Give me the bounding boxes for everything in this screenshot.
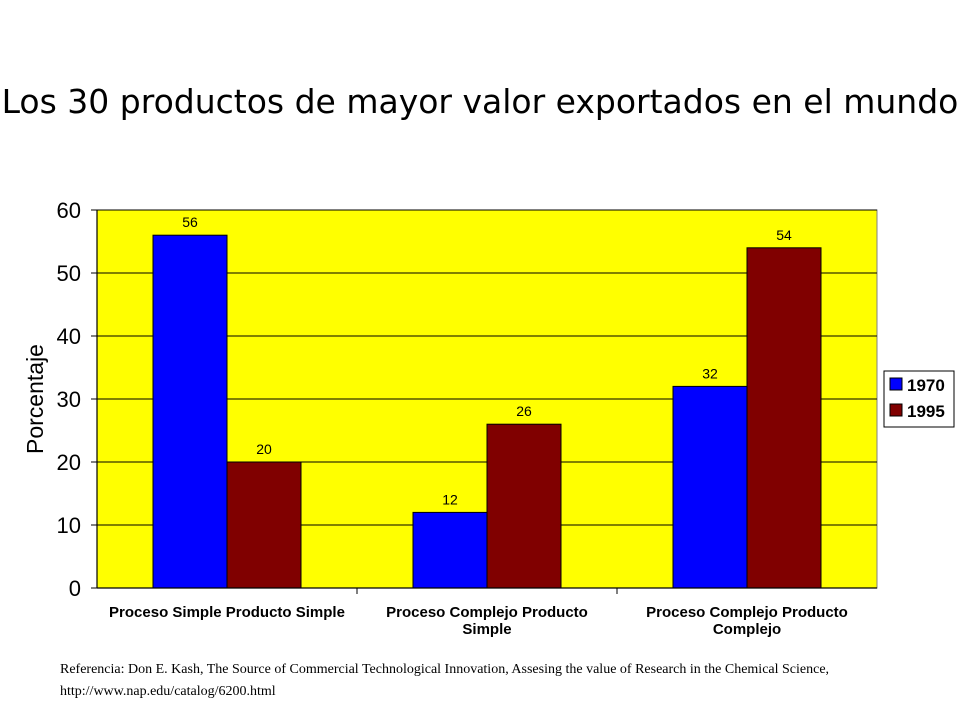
- x-tick-label: Proceso Simple Producto Simple: [109, 604, 345, 621]
- y-tick-label: 50: [57, 261, 81, 286]
- bar-1995-1: [226, 461, 302, 589]
- legend: 1970 1995: [883, 370, 955, 428]
- data-label: 26: [516, 403, 532, 419]
- bar-1970-1: [152, 234, 228, 589]
- y-tick-label: 20: [57, 450, 81, 475]
- data-labels: 56 20 12 26 32 54: [182, 214, 792, 507]
- data-label: 12: [442, 491, 458, 507]
- chart-title: Los 30 productos de mayor valor exportad…: [1, 82, 959, 121]
- legend-label: 1995: [907, 402, 945, 421]
- x-tick-label: Proceso Complejo Producto: [646, 604, 848, 621]
- axes: [96, 210, 877, 594]
- bar-1970-2: [412, 511, 488, 589]
- bars: [152, 234, 822, 589]
- x-tick-label: Simple: [462, 621, 511, 638]
- legend-swatch: [889, 403, 903, 417]
- bar-1995-2: [486, 423, 562, 589]
- y-tick-label: 10: [57, 513, 81, 538]
- y-tick-label: 40: [57, 324, 81, 349]
- data-label: 32: [702, 365, 718, 381]
- y-axis-label: Porcentaje: [22, 344, 48, 454]
- y-tick-label: 30: [57, 387, 81, 412]
- reference-note: Referencia: Don E. Kash, The Source of C…: [60, 662, 830, 699]
- data-label: 20: [256, 441, 272, 457]
- legend-label: 1970: [907, 376, 945, 395]
- x-tick-label: Proceso Complejo Producto: [386, 604, 588, 621]
- y-tick-label: 60: [57, 198, 81, 223]
- y-tick-labels: 0 10 20 30 40 50 60: [57, 198, 81, 601]
- y-tick-label: 0: [69, 576, 81, 601]
- bar-1995-3: [746, 247, 822, 589]
- x-tick-labels: Proceso Simple Producto Simple Proceso Co…: [109, 604, 848, 638]
- data-label: 54: [776, 227, 792, 243]
- x-tick-label: Complejo: [713, 621, 781, 638]
- data-label: 56: [182, 214, 198, 230]
- legend-swatch: [889, 377, 903, 391]
- bar-1970-3: [672, 385, 748, 589]
